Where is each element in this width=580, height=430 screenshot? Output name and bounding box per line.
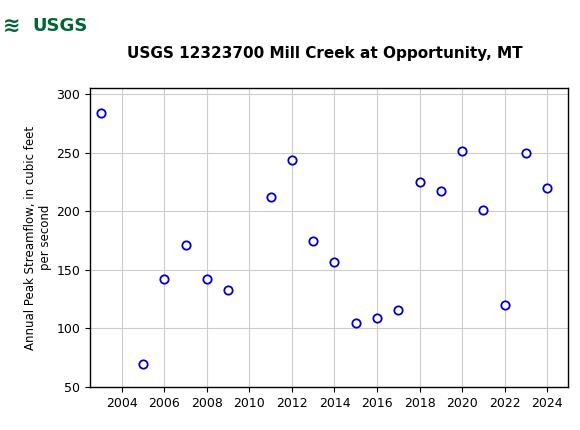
Text: USGS: USGS xyxy=(32,17,87,35)
FancyBboxPatch shape xyxy=(1,3,85,51)
Text: USGS 12323700 Mill Creek at Opportunity, MT: USGS 12323700 Mill Creek at Opportunity,… xyxy=(127,46,523,61)
Text: ≋: ≋ xyxy=(3,16,20,36)
Y-axis label: Annual Peak Streamflow, in cubic feet
per second: Annual Peak Streamflow, in cubic feet pe… xyxy=(24,126,52,350)
